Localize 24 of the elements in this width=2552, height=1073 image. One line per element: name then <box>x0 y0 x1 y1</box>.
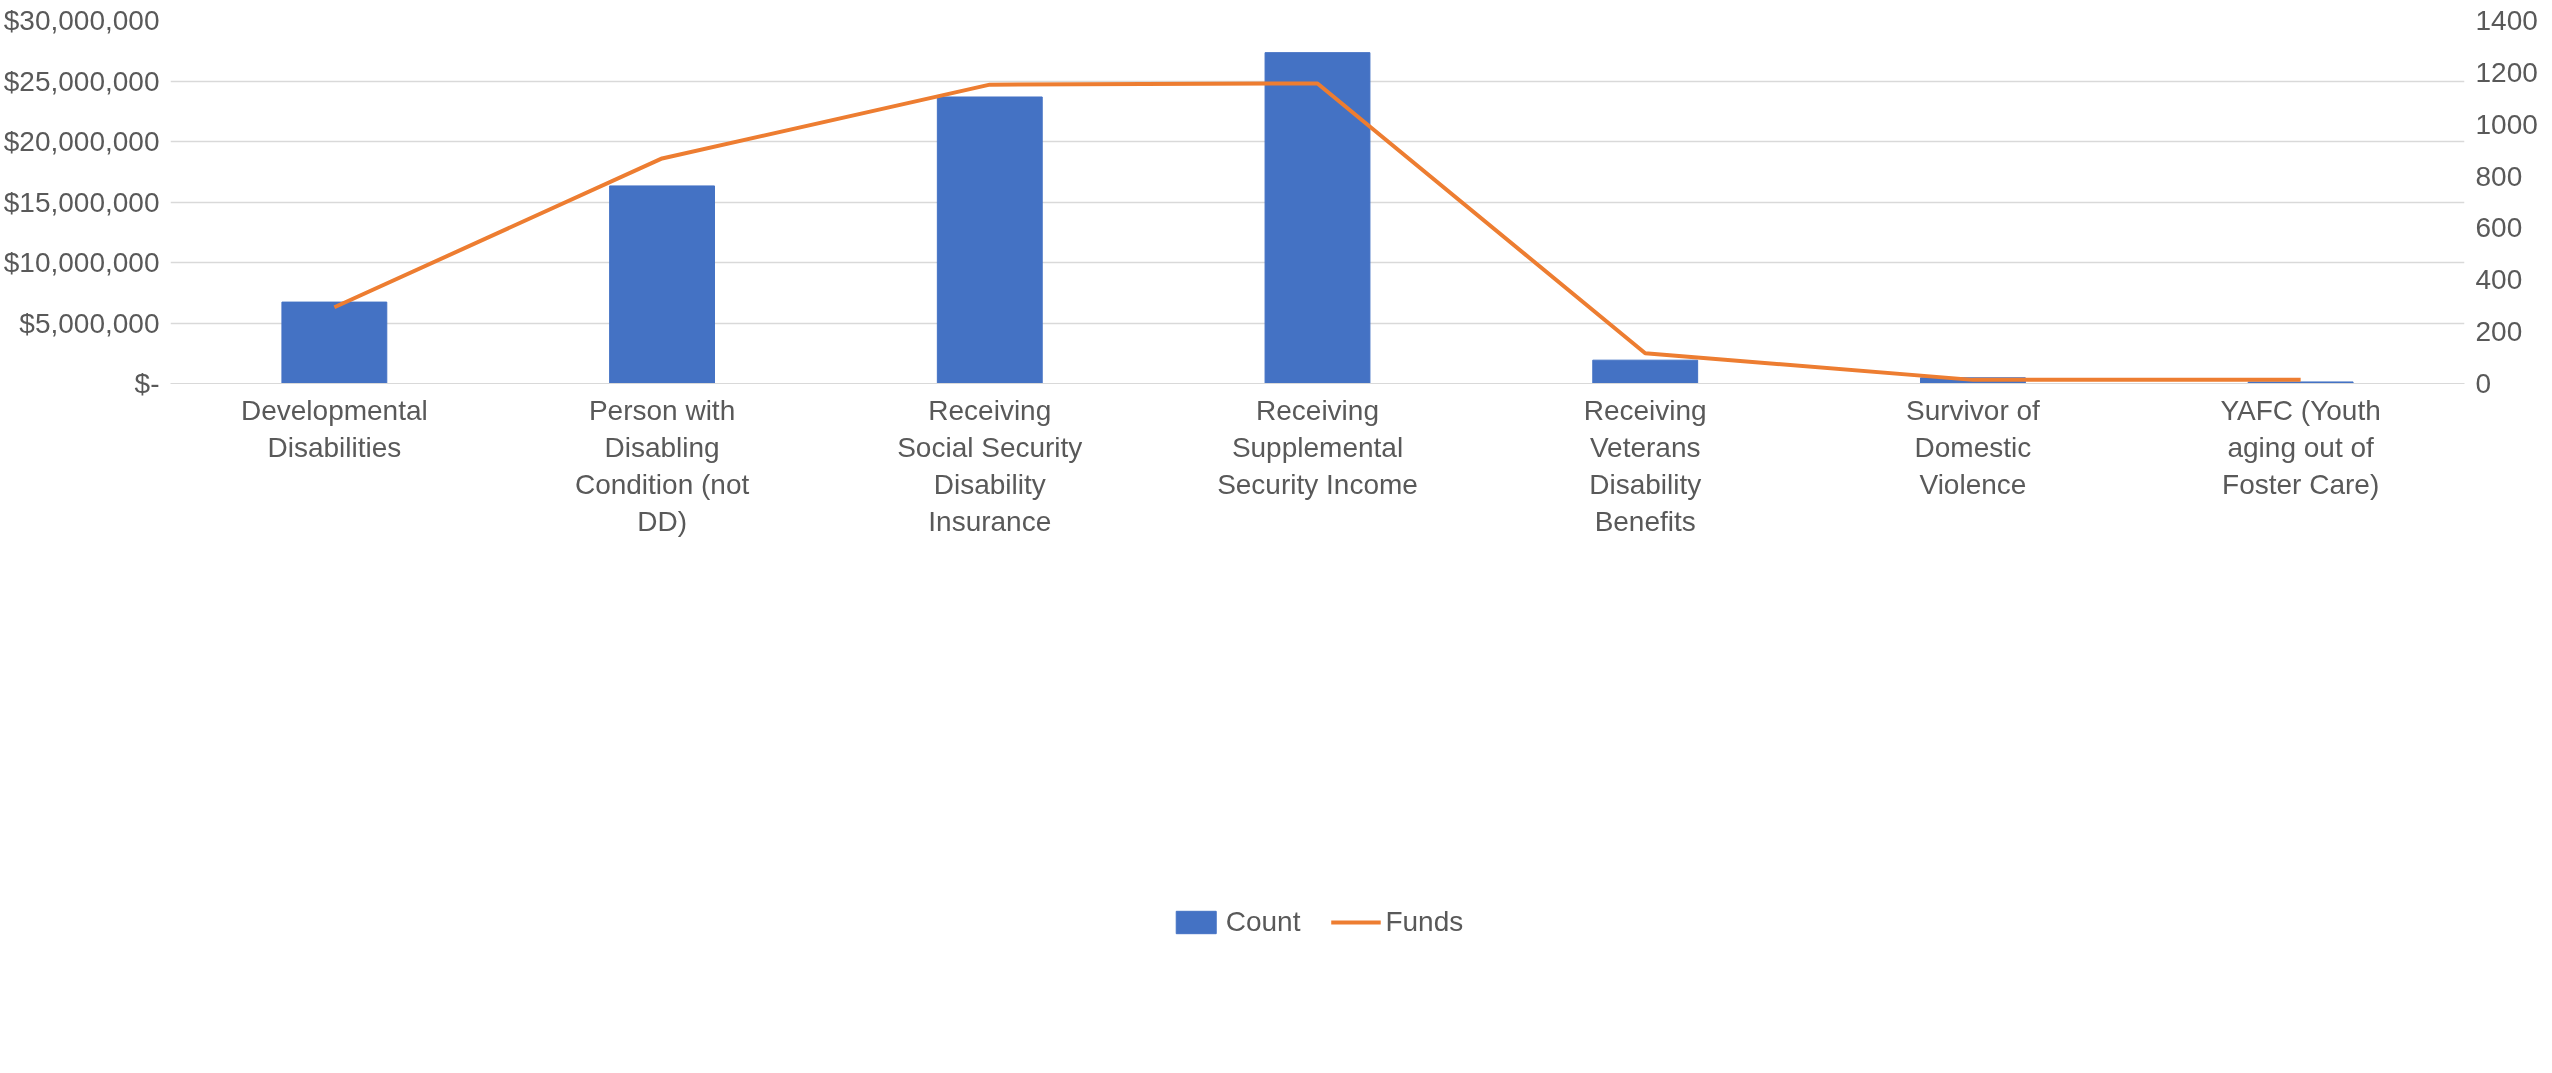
x-tick-label: Developmental Disabilities <box>240 394 428 463</box>
y-tick-label: $15,000,000 <box>3 186 160 218</box>
x-tick-label: Receiving Supplemental Security Income <box>1217 394 1418 500</box>
legend-label: Funds <box>1385 906 1464 938</box>
x-tick-label: YAFC (Youth aging out of Foster Care) <box>2220 394 2381 500</box>
x-tick-label: Person with Disabling Condition (not DD) <box>574 394 750 538</box>
y2-tick-label: 200 <box>2475 316 2523 348</box>
x-tick-label: Receiving Veterans Disability Benefits <box>1583 394 1707 538</box>
y2-tick-label: 600 <box>2475 212 2523 244</box>
y-tick-label: $- <box>134 368 160 399</box>
y2-tick-label: 800 <box>2475 160 2523 192</box>
y-tick-label: $5,000,000 <box>19 307 160 339</box>
y-tick-label: $25,000,000 <box>3 65 160 97</box>
y2-tick-label: 0 <box>2475 368 2492 399</box>
y2-tick-label: 400 <box>2475 264 2523 296</box>
legend-label: Count <box>1225 906 1301 938</box>
y-tick-label: $20,000,000 <box>3 126 160 157</box>
y-tick-label: $10,000,000 <box>3 247 160 278</box>
y-tick-label: $30,000,000 <box>3 5 160 36</box>
y2-tick-label: 1200 <box>2475 56 2538 88</box>
y2-tick-label: 1000 <box>2475 108 2538 140</box>
x-tick-label: Survivor of Domestic Violence <box>1906 394 2041 500</box>
y2-tick-label: 1400 <box>2475 5 2538 36</box>
x-tick-label: Receiving Social Security Disability Insurance <box>897 394 1083 538</box>
